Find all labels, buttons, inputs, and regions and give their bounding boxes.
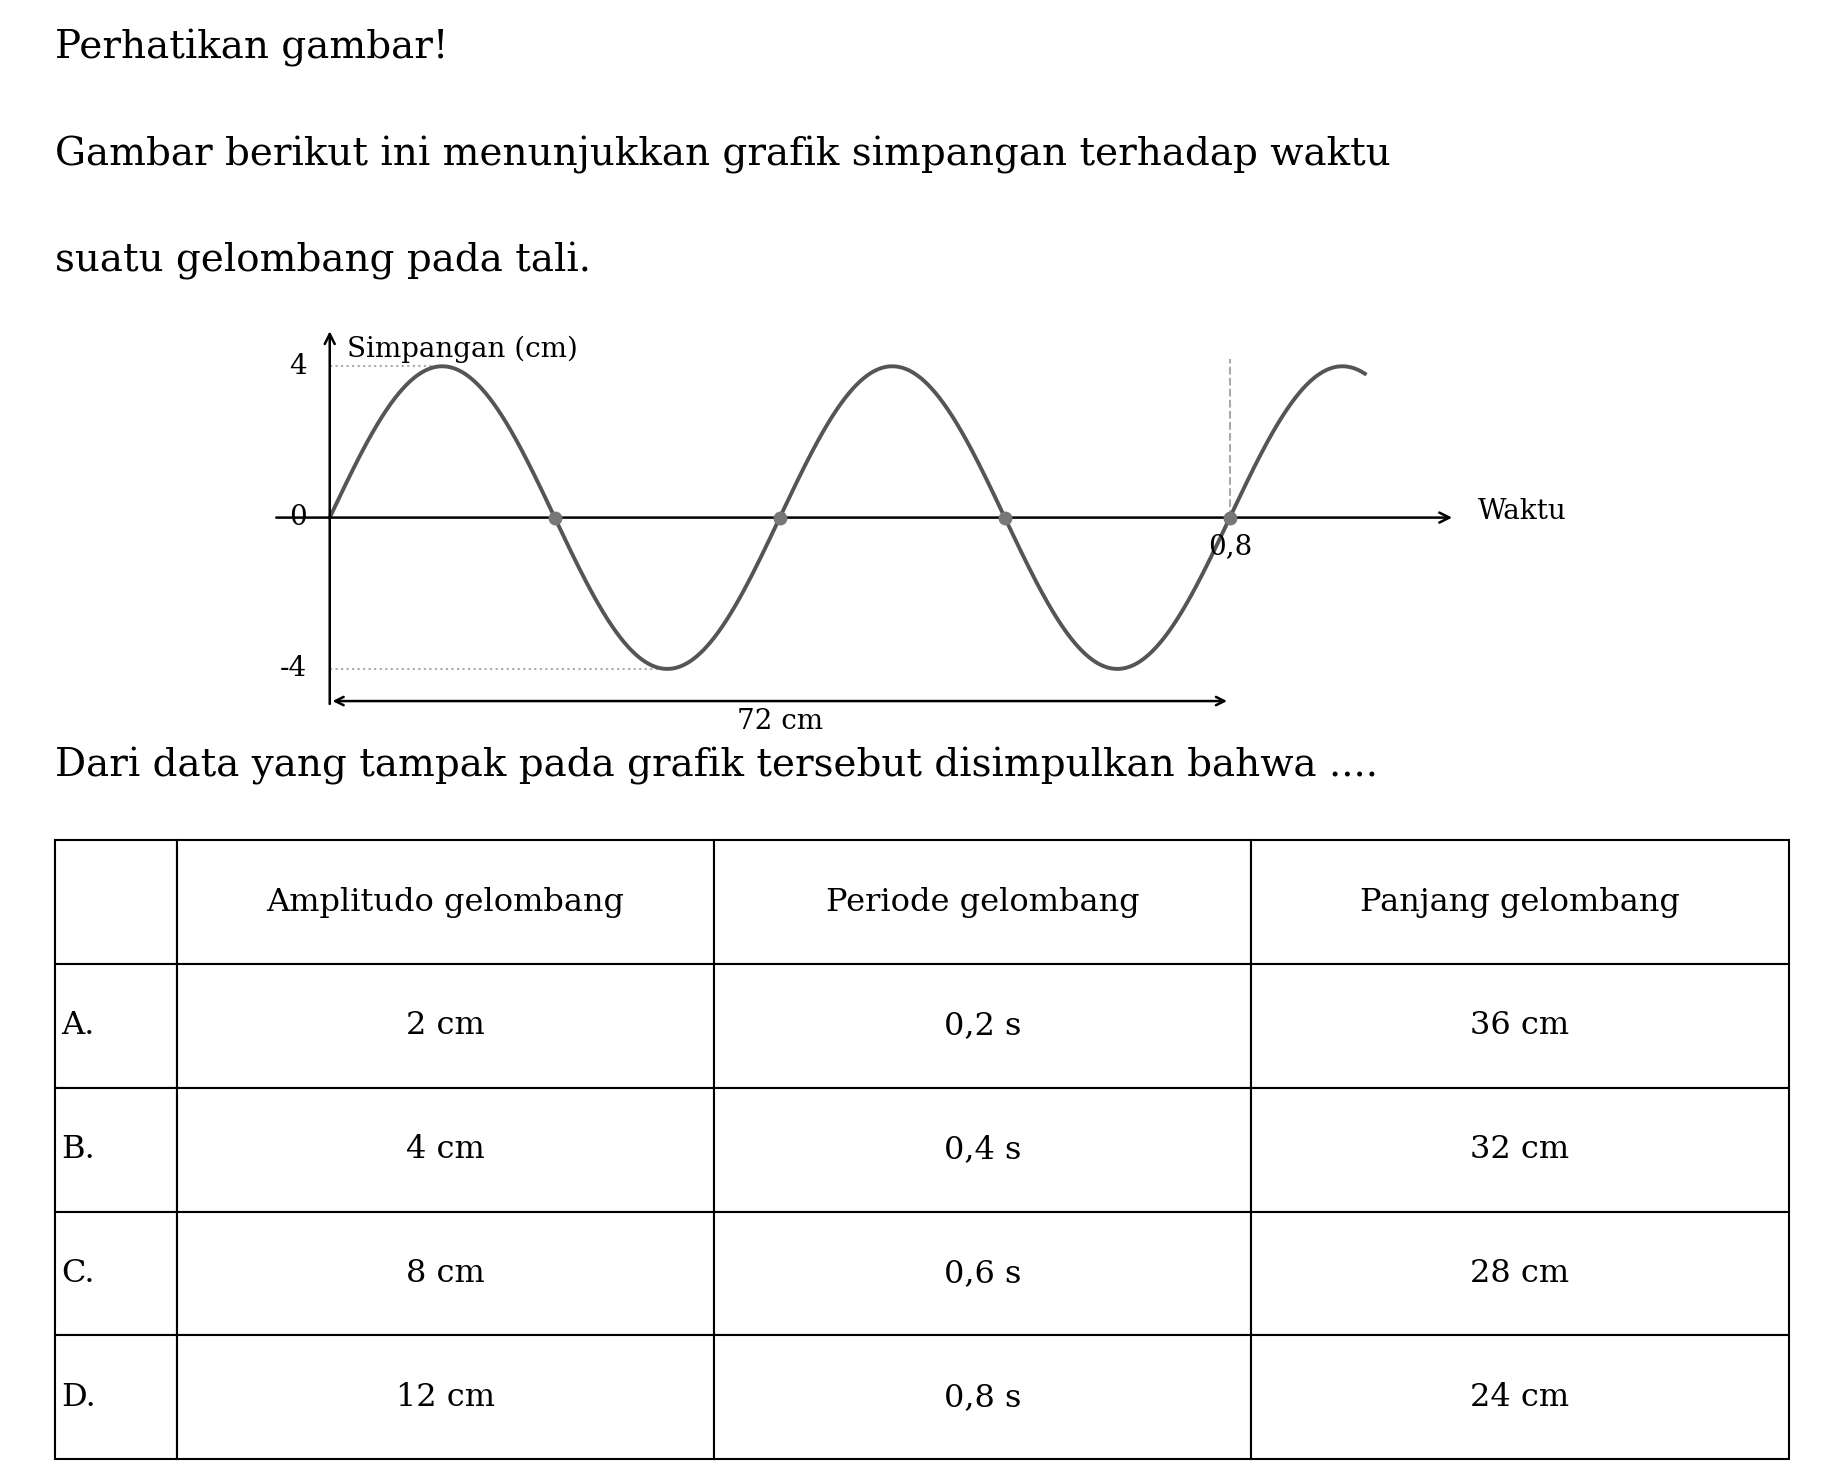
Text: suatu gelombang pada tali.: suatu gelombang pada tali. — [55, 242, 592, 280]
Text: Simpangan (cm): Simpangan (cm) — [347, 336, 577, 364]
Text: -4: -4 — [280, 656, 308, 682]
Text: Dari data yang tampak pada grafik tersebut disimpulkan bahwa ....: Dari data yang tampak pada grafik terseb… — [55, 747, 1377, 784]
Text: 4: 4 — [290, 352, 308, 380]
Text: 0,8: 0,8 — [1208, 532, 1252, 560]
Text: Gambar berikut ini menunjukkan grafik simpangan terhadap waktu: Gambar berikut ini menunjukkan grafik si… — [55, 136, 1390, 174]
Text: Waktu: Waktu — [1477, 498, 1566, 525]
Text: 72 cm: 72 cm — [738, 708, 822, 736]
Text: 0: 0 — [290, 504, 308, 531]
Text: Perhatikan gambar!: Perhatikan gambar! — [55, 29, 448, 68]
